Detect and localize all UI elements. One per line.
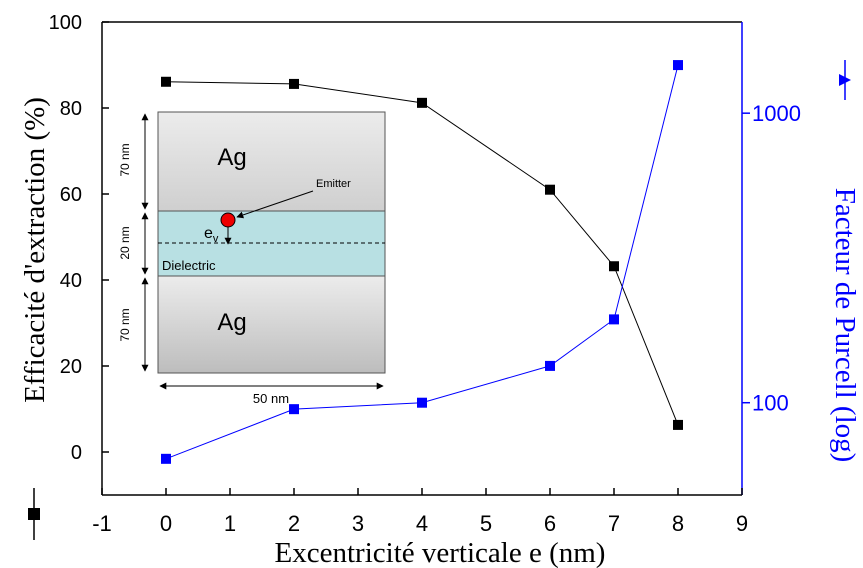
layer-label: Dielectric [162, 258, 216, 273]
y-legend-symbol [28, 488, 40, 540]
y2-axis-title: Facteur de Purcell (log) [829, 188, 861, 463]
y-tick-label: 100 [49, 12, 82, 34]
dimension-label: 50 nm [253, 391, 289, 406]
y-tick-label: 40 [60, 270, 82, 292]
x-tick-label: 1 [224, 511, 236, 536]
emitter-dot [220, 212, 236, 228]
x-tick-label: 9 [736, 511, 748, 536]
data-point [289, 404, 299, 415]
emitter-arrow [236, 190, 314, 219]
bottom-layer [157, 275, 386, 374]
y-axis-title: Efficacité d'extraction (%) [19, 97, 51, 403]
data-point [673, 419, 683, 430]
dipole-symbol: e [204, 225, 213, 242]
data-point [417, 397, 427, 408]
data-point [609, 314, 619, 325]
x-axis-title: Excentricité verticale e (nm) [275, 537, 606, 568]
emitter-label: Emitter [316, 178, 351, 190]
top-layer [157, 111, 386, 212]
data-point [289, 78, 299, 89]
y-tick-label: 80 [60, 98, 82, 120]
dimension-label: 20 nm [118, 226, 132, 259]
dipole-subscript: v [213, 233, 219, 245]
data-point [673, 60, 683, 71]
plot-area: -1 0 1 2 3 4 5 6 7 8 9 0 20 40 60 80 100 100 1000 [49, 12, 801, 536]
y2-tick-label: 1000 [752, 101, 801, 126]
x-tick-label: 0 [160, 511, 172, 536]
x-tick-label: 6 [544, 511, 556, 536]
series-line [165, 81, 679, 426]
data-point [609, 261, 619, 272]
data-point [161, 76, 171, 87]
dipole-label: ev [204, 225, 219, 245]
x-tick-label: 7 [608, 511, 620, 536]
layer-label: Ag [217, 144, 246, 171]
layer-label: Ag [217, 309, 246, 336]
y2-tick-label: 100 [752, 391, 789, 416]
data-point [417, 97, 427, 108]
series-line [165, 64, 679, 460]
y-tick-label: 0 [71, 442, 82, 464]
data-point [545, 184, 555, 195]
data-point [545, 360, 555, 371]
legend-marker [839, 74, 851, 86]
x-tick-label: 2 [288, 511, 300, 536]
y2-legend-symbol [839, 60, 851, 100]
dimension-label: 70 nm [118, 143, 132, 176]
data-point [161, 453, 171, 464]
legend-marker [28, 508, 40, 520]
y-tick-label: 60 [60, 184, 82, 206]
x-tick-label: 8 [672, 511, 684, 536]
x-tick-label: 3 [352, 511, 364, 536]
y-tick-label: 20 [60, 356, 82, 378]
x-tick-label: 5 [480, 511, 492, 536]
dimension-label: 70 nm [118, 308, 132, 341]
inset: Ag Ag Dielectric Emitter ev 70 nm 20 nm … [118, 111, 386, 406]
x-tick-label: -1 [92, 511, 112, 536]
x-tick-label: 4 [416, 511, 428, 536]
